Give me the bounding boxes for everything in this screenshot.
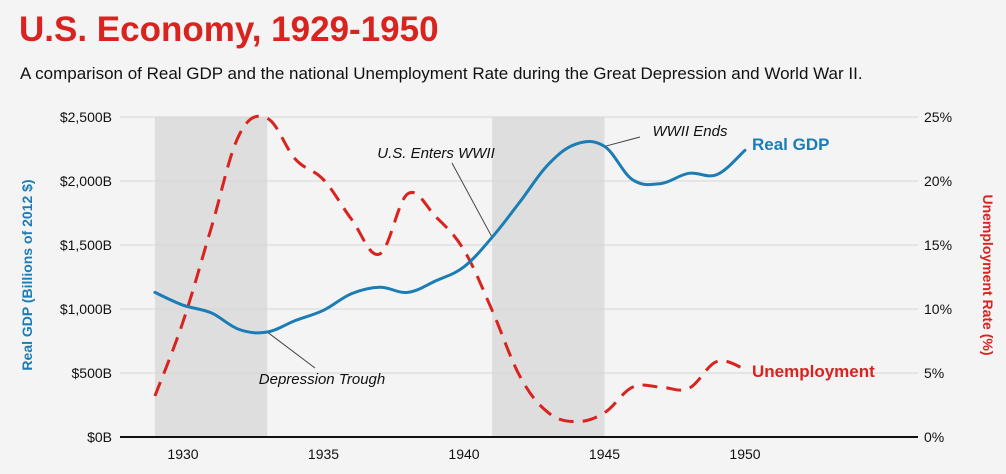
x-tick-label: 1940: [448, 446, 479, 462]
right-tick-label: 15%: [924, 237, 952, 253]
left-tick-label: $0B: [87, 429, 112, 445]
annotations: U.S. Enters WWII WWII Ends Depression Trou…: [259, 123, 728, 388]
annotation-leader-line: [604, 136, 641, 147]
left-axis-title: Real GDP (Billions of 2012 $): [19, 179, 35, 370]
x-axis-ticks: 1930 1935 1940 1945 1950: [167, 446, 760, 462]
shaded-periods: [154, 117, 605, 437]
annotation-label: WWII Ends: [652, 123, 728, 140]
x-tick-label: 1945: [589, 446, 620, 462]
left-tick-label: $500B: [72, 365, 112, 381]
unemployment-line: [153, 114, 746, 424]
right-tick-label: 5%: [924, 365, 944, 381]
right-axis-title: Unemployment Rate (%): [980, 194, 996, 355]
left-axis-ticks: $0B $500B $1,000B $1,500B $2,000B $2,500B: [60, 109, 112, 445]
left-tick-label: $1,500B: [60, 237, 112, 253]
gdp-series-label: Real GDP: [752, 135, 829, 154]
right-tick-label: 20%: [924, 173, 952, 189]
right-tick-label: 25%: [924, 109, 952, 125]
annotation-leader-line: [266, 331, 316, 369]
left-tick-label: $1,000B: [60, 301, 112, 317]
x-tick-label: 1930: [167, 446, 198, 462]
right-tick-label: 0%: [924, 429, 944, 445]
annotation-label: U.S. Enters WWII: [377, 145, 495, 162]
left-tick-label: $2,000B: [60, 173, 112, 189]
right-tick-label: 10%: [924, 301, 952, 317]
x-tick-label: 1950: [729, 446, 760, 462]
chart-subtitle: A comparison of Real GDP and the nationa…: [20, 64, 863, 83]
x-tick-label: 1935: [308, 446, 339, 462]
annotation-leader-line: [451, 162, 493, 238]
left-tick-label: $2,500B: [60, 109, 112, 125]
shaded-period-0: [154, 117, 268, 437]
shaded-period-1: [492, 117, 605, 437]
annotation-label: Depression Trough: [259, 371, 385, 388]
annotation-leaders: [266, 136, 641, 369]
right-axis-ticks: 0% 5% 10% 15% 20% 25%: [924, 109, 952, 445]
series-lines: [153, 114, 747, 424]
unemployment-series-label: Unemployment: [752, 362, 875, 381]
chart-title: U.S. Economy, 1929-1950: [19, 10, 439, 49]
gdp-line: [153, 140, 747, 335]
